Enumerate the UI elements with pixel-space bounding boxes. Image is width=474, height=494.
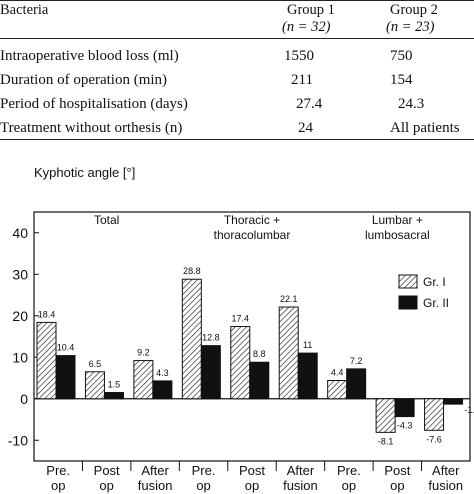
table-row-g2: 24.3 <box>398 96 425 112</box>
table-header-group1: Group 1 <box>287 2 335 18</box>
x-tick-label: op <box>51 478 65 493</box>
group-label: lumbosacral <box>365 228 430 242</box>
x-tick-label: op <box>196 478 210 493</box>
data-label: 12.8 <box>202 333 220 343</box>
data-label: 9.2 <box>137 348 150 358</box>
x-tick-label: Pre. <box>46 463 70 478</box>
group-label: thoracolumbar <box>214 228 291 242</box>
table-row-g1: 1550 <box>284 48 314 64</box>
legend-swatch <box>398 295 418 310</box>
table-row-g2: All patients <box>390 120 460 136</box>
x-tick-label: After <box>287 463 315 478</box>
bar-gr2 <box>103 392 124 400</box>
legend-swatch <box>398 274 418 289</box>
table-top-rule <box>0 0 474 1</box>
data-label: 18.4 <box>38 309 56 319</box>
legend-label: Gr. II <box>423 296 449 310</box>
data-label: 8.8 <box>253 349 266 359</box>
y-tick-label: 40 <box>12 225 28 241</box>
x-tick-label: Post <box>239 463 265 478</box>
legend-label: Gr. I <box>423 275 446 289</box>
x-tick-label: fusion <box>138 478 173 493</box>
data-label: -7.6 <box>426 434 442 444</box>
table-header-bacteria: Bacteria <box>0 2 49 18</box>
x-tick-label: Pre. <box>192 463 216 478</box>
kyphotic-angle-chart: Kyphotic angle [°] -10 0 10 20 30 40 Total Tho… <box>8 165 474 493</box>
data-label: 22.1 <box>280 294 298 304</box>
bar-gr2 <box>249 361 270 400</box>
x-tick-label: After <box>432 463 460 478</box>
table-row-g1: 24 <box>298 120 313 136</box>
bar-gr1 <box>133 360 154 400</box>
data-label: 11 <box>303 340 312 350</box>
data-label: 1.5 <box>108 380 121 390</box>
table-row-label: Duration of operation (min) <box>0 72 168 88</box>
plot-frame <box>33 211 471 462</box>
x-tick-label: fusion <box>428 478 463 493</box>
table-row-g1: 211 <box>291 72 313 88</box>
x-tick-label: op <box>245 478 259 493</box>
bar-gr1 <box>327 379 348 400</box>
x-tick-label: op <box>99 478 113 493</box>
table-header-rule <box>0 38 474 39</box>
x-tick-label: Post <box>94 463 120 478</box>
x-tick-label: After <box>141 463 169 478</box>
y-tick-label: 20 <box>12 308 28 324</box>
bar-gr1 <box>36 321 57 400</box>
results-table: Bacteria Group 1 (n = 32) Group 2 (n = 2… <box>0 0 474 140</box>
bar-gr2 <box>297 352 318 400</box>
data-label: 10.4 <box>57 343 75 353</box>
x-tick-label: op <box>390 478 404 493</box>
data-label: 28.8 <box>183 266 201 276</box>
x-tick-label: Pre. <box>337 463 361 478</box>
table-row-label: Treatment without orthesis (n) <box>0 120 183 136</box>
bar-gr2 <box>55 355 76 400</box>
x-tick-label: Post <box>384 463 410 478</box>
y-axis-title: Kyphotic angle [°] <box>34 165 135 180</box>
table-header-group2: Group 2 <box>390 2 438 18</box>
data-label: 17.4 <box>232 314 250 324</box>
y-tick-label: -10 <box>8 432 28 448</box>
table-row-label: Intraoperative blood loss (ml) <box>0 48 179 64</box>
table-row-label: Period of hospitalisation (days) <box>0 96 188 112</box>
group-label: Lumbar + <box>372 213 423 227</box>
data-label: 4.3 <box>156 368 169 378</box>
data-label: 4.4 <box>331 367 344 377</box>
chart-bars: 18.4 10.4 6.5 1.5 9.2 4.3 28.8 12.8 17.4 8.8 22.1 1… <box>36 266 474 446</box>
table-row-g1: 27.4 <box>296 96 323 112</box>
y-tick-label: 30 <box>12 266 28 282</box>
chart-legend: Gr. I Gr. II <box>398 274 449 310</box>
bar-gr2 <box>152 380 173 400</box>
table-header-group1-n: (n = 32) <box>282 19 331 35</box>
x-tick-label: op <box>342 478 356 493</box>
bar-gr1 <box>84 371 105 400</box>
bar-gr2 <box>443 398 464 405</box>
bar-gr2 <box>346 368 367 400</box>
table-header-group2-n: (n = 23) <box>386 19 435 35</box>
data-label: 7.2 <box>350 356 363 366</box>
data-label: 6.5 <box>89 359 102 369</box>
bar-gr2 <box>200 345 221 400</box>
bar-gr1 <box>181 278 202 400</box>
group-label: Thoracic + <box>224 213 280 227</box>
bar-gr1 <box>424 398 445 431</box>
y-tick-label: 0 <box>20 391 28 407</box>
data-label: -1.3 <box>465 405 474 415</box>
x-tick-label: fusion <box>283 478 318 493</box>
chart-x-labels: Pre.opPostopAfterfusionPre.opPostopAfter… <box>46 463 463 493</box>
table-row-g2: 750 <box>390 48 413 64</box>
data-label: -4.3 <box>397 421 413 431</box>
bar-gr1 <box>278 306 299 400</box>
bar-gr1 <box>375 398 396 433</box>
table-row-g2: 154 <box>390 72 413 88</box>
bar-gr2 <box>394 398 415 418</box>
table-bottom-rule <box>0 139 474 140</box>
bar-gr1 <box>230 326 251 400</box>
y-tick-label: 10 <box>12 349 28 365</box>
data-label: -8.1 <box>378 436 394 446</box>
chart-group-labels: Total Thoracic +thoracolumbar Lumbar +lumb… <box>94 213 430 242</box>
group-label: Total <box>94 213 119 227</box>
